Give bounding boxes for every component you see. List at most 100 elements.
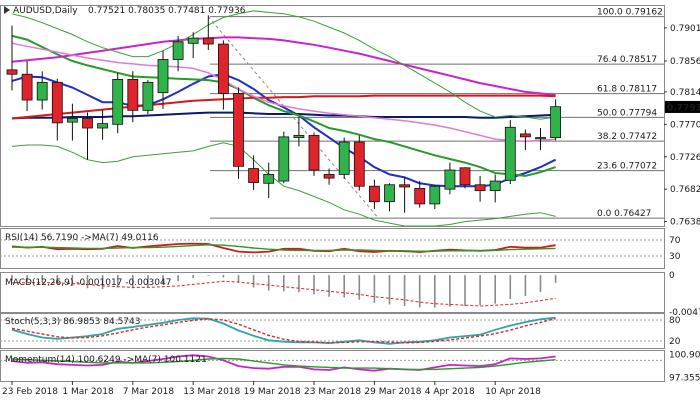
- stoch-tick-label: 80: [669, 316, 681, 326]
- candle-body: [51, 81, 63, 124]
- candle-body: [248, 168, 260, 183]
- panel-frame-mom: [0, 350, 665, 382]
- candle-body: [157, 59, 169, 94]
- symbol-label: AUDUSD,Daily: [13, 6, 78, 16]
- rsi-title: RSI(14) 56.7190 ->MA(7) 49.0116: [5, 233, 159, 243]
- fib-trendline: [207, 16, 379, 219]
- candle-body: [504, 126, 516, 181]
- candle-body: [202, 37, 214, 45]
- candle-body: [368, 185, 380, 203]
- ohlc-readout: 0.77521 0.78035 0.77481 0.77936: [88, 6, 246, 16]
- date-tick-label: 10 Apr 2018: [485, 387, 541, 397]
- date-tick-label: 1 Mar 2018: [62, 387, 114, 397]
- stoch-title: Stoch(5,3,3) 86.9853 84.5743: [5, 317, 140, 327]
- date-tick-label: 19 Mar 2018: [244, 387, 301, 397]
- panel-frame-stoch: [0, 313, 665, 349]
- current-price-tag: [665, 100, 700, 113]
- candle-body: [187, 37, 199, 44]
- candle-body: [233, 93, 244, 167]
- mom-tick-label: 97.355: [669, 373, 700, 383]
- candle-body: [489, 180, 501, 192]
- candle-body: [6, 69, 18, 75]
- bb_lower-line: [11, 142, 556, 227]
- candle-body: [550, 106, 561, 139]
- date-tick-label: 23 Feb 2018: [2, 387, 58, 397]
- candle-body: [127, 79, 139, 111]
- candle-body: [217, 43, 229, 94]
- fib-level-label: 100.0 0.79162: [597, 8, 663, 18]
- date-tick-label: 23 Mar 2018: [304, 387, 361, 397]
- candle-body: [278, 136, 290, 182]
- collapse-triangle-icon[interactable]: [4, 6, 10, 14]
- panel-frame-price: [0, 5, 665, 227]
- date-tick-label: 7 Mar 2018: [123, 387, 175, 397]
- candle-body: [172, 41, 184, 60]
- rsi-tick-label: 70: [669, 236, 681, 246]
- price-panel: 100.0 0.79162 76.4 0.78517 61.8 0.78117 50.…: [6, 8, 664, 227]
- fib-level-label: 61.8 0.78117: [597, 85, 657, 95]
- candle-body: [384, 184, 395, 203]
- rsi-series-line: [12, 244, 556, 252]
- candle-body: [67, 118, 78, 123]
- green_ma-line: [11, 34, 556, 177]
- candle-body: [21, 73, 33, 101]
- macd-tick-label: -0.004778: [669, 308, 700, 318]
- fib-level-label: 76.4 0.78517: [597, 55, 657, 65]
- panel-frame-macd: [0, 272, 665, 313]
- date-tick-label: 4 Apr 2018: [425, 387, 475, 397]
- fib-level-label: 50.0 0.77794: [597, 108, 657, 118]
- candle-body: [459, 167, 471, 186]
- stoch-series-line: [11, 316, 556, 345]
- mom-tick-label: 100.9073: [669, 350, 700, 360]
- macd-title: MACD(12,26,9) -0.001017 -0.003047: [5, 278, 171, 288]
- macd-signal-line: [12, 280, 556, 307]
- candle-body: [142, 81, 154, 111]
- date-tick-label: 29 Mar 2018: [364, 387, 421, 397]
- candle-body: [535, 137, 546, 140]
- bb_upper-line: [11, 10, 556, 120]
- momentum-title: Momentum(14) 100.6249 ->MA(7) 100.1121: [5, 355, 207, 365]
- stoch-tick-label: 20: [669, 337, 681, 347]
- fib-level-label: 38.2 0.77472: [597, 132, 657, 142]
- candle-body: [323, 174, 335, 179]
- rsi-panel: [0, 239, 664, 257]
- macd-panel: [11, 275, 557, 308]
- candle-body: [520, 133, 531, 138]
- candle-body: [263, 174, 275, 184]
- magenta_ma-line: [11, 36, 556, 96]
- current-price-label: 0.77936: [667, 103, 700, 113]
- panel-frames: [0, 5, 665, 382]
- momentum-panel: [0, 354, 664, 372]
- candle-body: [474, 184, 486, 192]
- date-tick-label: 13 Mar 2018: [183, 387, 240, 397]
- fib-level-label: 23.6 0.77072: [597, 162, 657, 172]
- rsi-tick-label: 30: [669, 252, 681, 262]
- red_ma-line: [11, 94, 556, 120]
- chart-header: AUDUSD,Daily 0.77521 0.78035 0.77481 0.7…: [4, 6, 246, 16]
- candle-body: [36, 81, 48, 101]
- stoch-series-line: [11, 317, 556, 344]
- candle-body: [353, 141, 365, 187]
- candle-body: [293, 134, 305, 138]
- mom-series-line: [11, 354, 556, 372]
- candle-body: [338, 141, 350, 175]
- panel-frame-rsi: [0, 228, 665, 269]
- mom-series-line: [11, 357, 556, 371]
- candle-body: [399, 184, 411, 188]
- stoch-panel: [0, 316, 664, 345]
- candle-body: [444, 169, 456, 190]
- candle-body: [97, 123, 108, 129]
- pink_ma-line: [11, 42, 556, 143]
- candle-body: [82, 118, 93, 129]
- candle-body: [112, 79, 124, 125]
- candle-body: [429, 185, 441, 205]
